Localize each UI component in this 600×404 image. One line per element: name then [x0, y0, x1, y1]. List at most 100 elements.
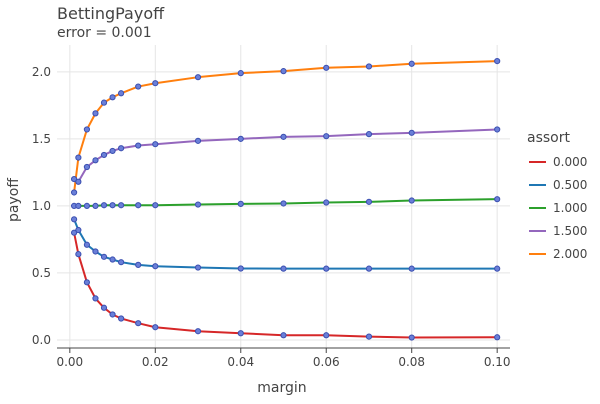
- data-point-1.000: [323, 199, 330, 206]
- data-point-0.500: [408, 265, 415, 272]
- data-point-1.000: [408, 197, 415, 204]
- data-point-0.000: [365, 333, 373, 340]
- data-point-0.000: [118, 315, 125, 322]
- legend-label-1.000: 1.000: [553, 201, 587, 215]
- data-point-1.500: [323, 133, 330, 140]
- data-point-1.000: [135, 202, 142, 209]
- data-point-1.500: [494, 126, 501, 133]
- chart-title: BettingPayoff: [57, 4, 165, 23]
- data-point-0.000: [280, 332, 287, 339]
- data-point-1.000: [280, 200, 287, 207]
- chart-subtitle: error = 0.001: [57, 25, 152, 41]
- data-markers: [70, 57, 501, 341]
- data-point-0.000: [100, 304, 108, 311]
- data-point-1.500: [83, 163, 91, 171]
- data-point-1.000: [194, 201, 202, 208]
- data-point-0.000: [83, 279, 91, 286]
- data-point-1.000: [100, 202, 108, 209]
- x-tick-label: 0.00: [56, 355, 83, 369]
- data-point-2.000: [237, 70, 244, 77]
- data-point-0.000: [135, 320, 142, 327]
- data-point-0.000: [494, 334, 501, 341]
- x-axis-label: margin: [257, 380, 306, 396]
- gridlines: [57, 45, 510, 348]
- y-tick-label: 1.5: [32, 132, 51, 146]
- x-tick-label: 0.06: [313, 355, 340, 369]
- data-point-0.500: [100, 253, 108, 260]
- data-point-1.000: [109, 202, 116, 209]
- data-point-0.500: [92, 248, 99, 255]
- data-point-0.500: [280, 265, 287, 272]
- data-point-0.000: [408, 334, 415, 341]
- legend: assort 0.000 0.500 1.000 1.500 2.000: [527, 130, 587, 261]
- data-point-0.500: [75, 226, 82, 234]
- data-point-2.000: [323, 64, 330, 71]
- x-tick-label: 0.02: [142, 355, 169, 369]
- data-point-2.000: [118, 90, 125, 97]
- data-point-2.000: [135, 83, 142, 90]
- series-line-1.000: [73, 198, 499, 207]
- data-point-1.000: [237, 200, 244, 207]
- y-tick-label: 1.0: [32, 199, 51, 213]
- data-point-2.000: [365, 63, 373, 70]
- data-point-0.000: [70, 229, 78, 236]
- data-point-2.000: [100, 99, 108, 106]
- data-point-0.500: [237, 265, 244, 272]
- data-point-2.000: [494, 57, 501, 65]
- series-line-1.500: [73, 128, 499, 183]
- data-point-2.000: [152, 80, 159, 87]
- data-point-2.000: [408, 60, 415, 67]
- x-tick-label: 0.10: [484, 355, 511, 369]
- data-point-0.000: [194, 328, 202, 335]
- data-point-0.500: [194, 264, 202, 271]
- data-point-2.000: [70, 189, 78, 196]
- data-point-1.500: [70, 175, 78, 183]
- y-tick-label: 2.0: [32, 65, 51, 79]
- data-point-0.500: [70, 216, 78, 223]
- data-point-1.000: [365, 198, 373, 205]
- series-line-2.000: [73, 60, 499, 194]
- data-point-1.500: [135, 142, 142, 149]
- x-tick-label: 0.04: [227, 355, 254, 369]
- data-point-2.000: [194, 74, 202, 81]
- data-point-2.000: [109, 94, 116, 101]
- series-line-0.000: [73, 231, 499, 339]
- data-point-1.500: [408, 129, 415, 136]
- legend-label-1.500: 1.500: [553, 224, 587, 238]
- legend-label-0.500: 0.500: [553, 178, 587, 192]
- data-point-1.000: [494, 196, 501, 203]
- data-point-0.500: [83, 241, 91, 248]
- data-point-0.500: [365, 265, 373, 272]
- data-point-2.000: [92, 110, 99, 117]
- y-tick-label: 0.0: [32, 333, 51, 347]
- data-point-1.500: [100, 151, 108, 159]
- data-point-1.000: [152, 202, 159, 209]
- data-point-1.500: [152, 141, 159, 148]
- data-point-0.000: [75, 251, 82, 258]
- series-line-0.500: [73, 218, 499, 270]
- data-point-0.500: [323, 265, 330, 272]
- data-point-0.500: [118, 259, 125, 266]
- data-point-0.000: [237, 330, 244, 337]
- data-point-1.500: [75, 178, 82, 185]
- data-point-0.000: [109, 311, 116, 318]
- legend-items: 0.000 0.500 1.000 1.500 2.000: [529, 155, 587, 261]
- data-point-0.000: [92, 295, 99, 302]
- data-point-1.000: [75, 202, 82, 209]
- data-point-1.500: [280, 133, 287, 140]
- data-point-1.500: [365, 131, 373, 138]
- y-tick-label: 0.5: [32, 266, 51, 280]
- data-point-2.000: [83, 126, 91, 133]
- data-point-0.000: [152, 324, 159, 331]
- data-point-1.000: [118, 202, 125, 209]
- data-point-1.000: [92, 202, 99, 209]
- data-point-2.000: [280, 68, 287, 75]
- data-point-1.500: [92, 157, 99, 164]
- data-point-0.000: [323, 332, 330, 339]
- data-point-1.500: [109, 147, 116, 155]
- series-lines: [73, 60, 499, 339]
- data-point-1.500: [118, 145, 125, 152]
- data-point-0.500: [152, 263, 159, 270]
